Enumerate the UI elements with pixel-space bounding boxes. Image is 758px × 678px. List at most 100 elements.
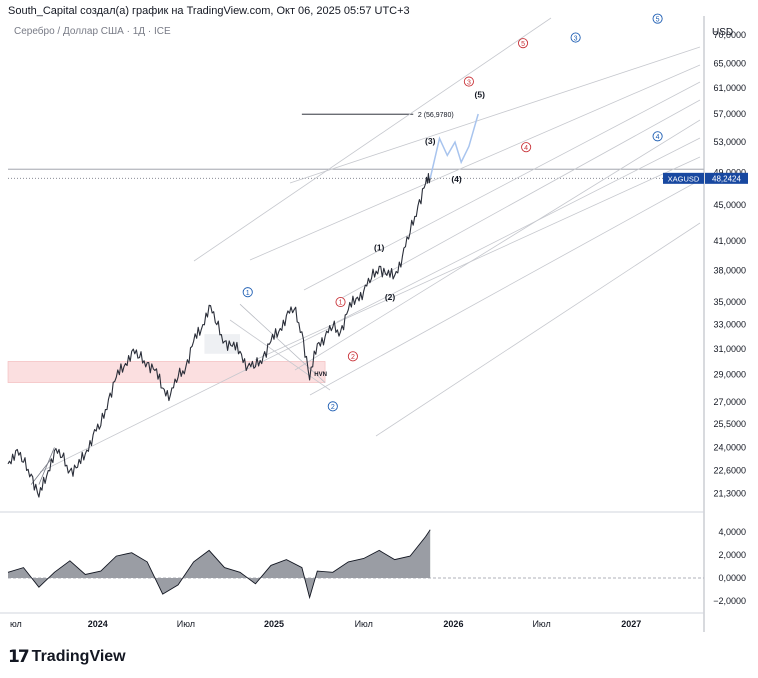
circle-wave-ring [521,142,532,153]
price-series [7,172,431,498]
symbol-badge-text: XAGUSD [668,175,700,184]
circle-wave-ring [570,32,581,43]
channel-layer [8,17,704,485]
circle-wave-digit: 3 [467,79,471,86]
circle-wave-ring [347,351,358,362]
triangle-line [30,458,52,485]
circle-wave-digit: 5 [521,41,525,48]
x-tick-label: 2024 [88,619,108,629]
y-tick-label: 57,0000 [713,109,746,119]
circle-wave-digit: 3 [574,35,578,42]
circle-wave-label: 3 [463,76,474,87]
circle-wave-ring [517,38,529,49]
y-tick-label: 25,5000 [713,419,746,429]
channel-line [375,222,701,437]
oscillator-layer [7,529,704,600]
y-tick-label: 27,0000 [713,397,746,407]
y-tick-label: 65,0000 [713,58,746,68]
y-tick-label: 53,0000 [713,137,746,147]
circle-wave-digit: 1 [339,300,343,307]
axis-layer: 70,0000 65,0000 61,0000 57,0000 53,0000 49,00… [0,16,748,632]
y-tick-label: 41,0000 [713,236,746,246]
x-tick-label: 2027 [621,619,641,629]
y-tick-label: 24,0000 [713,442,746,452]
channel-line [309,179,701,396]
last-price-text: 48,2424 [712,175,741,184]
hvn-label: HVN [314,372,327,378]
oscillator-area [8,529,431,598]
circle-wave-label: 4 [521,142,532,153]
channel-line [39,327,331,473]
circle-wave-label: 2 [327,401,338,412]
circle-wave-digit: 1 [246,290,250,297]
y-tick-label: 33,0000 [713,320,746,330]
channel-line [294,119,701,371]
circle-wave-label: 5 [517,38,529,49]
channel-line [249,64,701,261]
osc-tick-label: −2,0000 [713,596,746,606]
x-tick-label: 2026 [443,619,463,629]
x-tick-label: 2025 [264,619,284,629]
fib-level-label: 2 (56,9780) [418,112,454,119]
tradingview-logo[interactable]: 17 TradingView [8,647,126,667]
x-tick-label: Июл [177,619,195,629]
channel-line [254,156,701,361]
y-tick-label: 49,0000 [713,167,746,177]
y-tick-label: 61,0000 [713,83,746,93]
circle-wave-digit: 4 [656,134,660,141]
wave-projection [429,113,479,179]
hvn-zone-inner [204,334,240,354]
logo-mark-icon: 17 [8,647,30,667]
wave-label: (2) [385,292,396,302]
price-layer [7,113,479,498]
x-tick-label: Июл [532,619,550,629]
circle-wave-digit: 2 [331,404,335,411]
y-tick-label: 70,0000 [713,30,746,40]
channel-line [289,46,701,184]
wave-label: (1) [374,243,385,253]
circle-wave-ring [327,401,338,412]
triangle-line [38,447,55,485]
circle-wave-label: 5 [652,13,663,24]
circle-wave-digit: 4 [524,145,528,152]
oscillator-line [7,529,431,600]
circle-wave-ring [463,76,474,87]
circle-wave-ring [652,131,663,142]
circle-wave-ring [242,287,253,298]
channel-line [303,81,701,291]
osc-tick-label: 4,0000 [718,527,746,537]
hvn-zone [7,361,326,383]
x-tick-label: юл [10,619,22,629]
y-tick-label: 29,0000 [713,370,746,380]
channel-line [336,137,701,323]
wave-label: (3) [425,136,436,146]
channel-line [339,99,701,300]
osc-tick-label: 0,0000 [718,573,746,583]
circle-wave-label: 1 [242,287,253,298]
y-tick-label: 31,0000 [713,344,746,354]
y-tick-label: 45,0000 [713,200,746,210]
circle-wave-digit: 2 [351,354,355,361]
circle-wave-label: 4 [652,131,663,142]
circle-wave-ring [335,296,346,308]
y-tick-label: 21,3000 [713,488,746,498]
y-tick-label: 35,0000 [713,297,746,307]
circle-wave-ring [652,13,663,24]
circle-wave-label: 2 [347,351,358,362]
last-price-badge [705,172,748,184]
circle-wave-digit: 5 [656,16,660,23]
circle-wave-label: 3 [570,32,581,43]
wave-label: (5) [475,89,486,99]
y-tick-label: 38,0000 [713,265,746,275]
zone-layer [7,334,326,383]
channel-line [193,17,552,262]
osc-tick-label: 2,0000 [718,550,746,560]
symbol-title: Серебро / Доллар США · 1Д · ICE [14,26,171,37]
y-tick-label: 22,6000 [713,466,746,476]
currency-label[interactable]: USD [712,27,734,38]
label-layer: HVN 2 (56,9780) (1) (2) (3) (4) (5) 1 2 3 4 5 1 2 3 4 5 [242,13,663,412]
circle-wave-label: 1 [335,296,346,308]
published-info: South_Capital создал(а) график на Tradin… [8,5,410,17]
channel-line [229,319,331,391]
